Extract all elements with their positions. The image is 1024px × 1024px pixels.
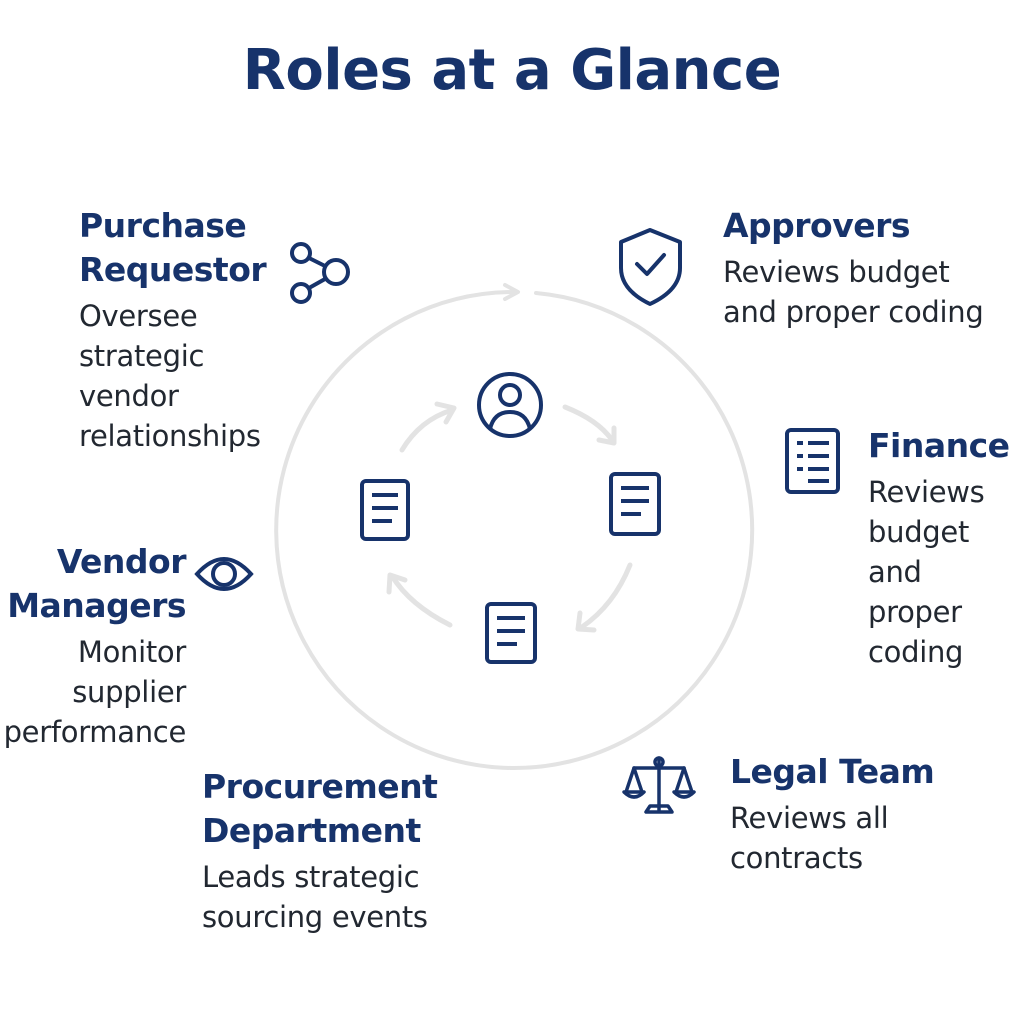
cycle-arrow-bottom-right-head bbox=[575, 610, 597, 633]
document-icon bbox=[360, 479, 410, 541]
cycle-arrow-bottom-left bbox=[389, 573, 453, 628]
cycle-arrow-top-left-head bbox=[434, 401, 457, 425]
role-legal-team: Legal Team Reviews all contracts bbox=[730, 750, 935, 878]
role-name: Procurement Department bbox=[202, 767, 438, 850]
outer-ring-arrowhead bbox=[503, 283, 520, 301]
page-title: Roles at a Glance bbox=[242, 38, 782, 103]
shield-check-icon bbox=[619, 228, 682, 306]
cycle-arrow-top-right bbox=[562, 404, 615, 443]
role-approvers: Approvers Reviews budget and proper codi… bbox=[723, 204, 984, 332]
user-circle-icon bbox=[477, 372, 543, 438]
role-name: Vendor Managers bbox=[7, 542, 186, 625]
cycle-arrow-bottom-left-head bbox=[386, 572, 408, 595]
outer-ring bbox=[274, 283, 755, 770]
role-description: Reviews budget and proper coding bbox=[723, 255, 984, 329]
role-name: Finance bbox=[868, 426, 1010, 465]
role-vendor-managers: Vendor Managers Monitor supplier perform… bbox=[3, 540, 187, 752]
role-finance: Finance Reviews budget and proper coding bbox=[868, 424, 1010, 672]
role-description: Leads strategic sourcing events bbox=[202, 860, 428, 934]
role-description: Monitor supplier performance bbox=[3, 635, 187, 749]
role-name: Legal Team bbox=[730, 752, 935, 791]
inner-cycle-arrows bbox=[386, 401, 633, 633]
role-name: Approvers bbox=[723, 206, 911, 245]
role-description: Oversee strategic vendor relationships bbox=[79, 299, 261, 453]
role-description: Reviews budget and proper coding bbox=[868, 475, 985, 669]
cycle-arrow-top-left bbox=[399, 407, 455, 453]
document-icon bbox=[485, 602, 537, 664]
role-purchase-requestor: Purchase Requestor Oversee strategic ven… bbox=[79, 204, 267, 456]
role-description: Reviews all contracts bbox=[730, 801, 889, 875]
role-procurement-department: Procurement Department Leads strategic s… bbox=[202, 765, 438, 937]
ledger-document-icon bbox=[785, 428, 840, 494]
cycle-arrow-bottom-right bbox=[579, 562, 633, 630]
document-icon bbox=[609, 472, 661, 536]
eye-icon bbox=[194, 557, 254, 591]
role-name: Purchase Requestor bbox=[79, 206, 267, 289]
scales-icon bbox=[622, 756, 696, 814]
cycle-arrow-top-right-head bbox=[596, 425, 617, 446]
share-nodes-icon bbox=[290, 242, 350, 304]
